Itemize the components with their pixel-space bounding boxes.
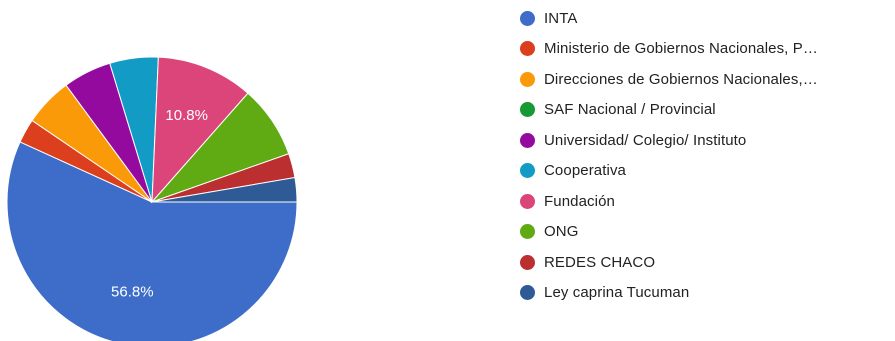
legend-label: ONG [544,223,579,241]
legend-swatch [520,193,535,209]
legend-item: SAF Nacional / Provincial [520,95,890,126]
legend-swatch [520,254,535,270]
legend-swatch [520,102,535,118]
legend-item: Ministerio de Gobiernos Nacionales, P… [520,34,890,65]
legend-label: Ley caprina Tucuman [544,284,690,302]
pie-chart: 56.8% 10.8% [6,56,298,341]
legend-label: Direcciones de Gobiernos Nacionales,… [544,70,818,88]
legend-swatch [520,224,535,240]
legend-swatch [520,132,535,148]
legend-label: Cooperativa [544,162,626,180]
legend-swatch [520,10,535,26]
pie-slice [6,141,298,341]
legend-label: INTA [544,9,578,27]
legend-item: Fundación [520,186,890,217]
pie-slice [151,176,298,203]
legend-item: Universidad/ Colegio/ Instituto [520,125,890,156]
legend-label: Ministerio de Gobiernos Nacionales, P… [544,40,818,58]
legend-item: Direcciones de Gobiernos Nacionales,… [520,64,890,95]
chart-legend: INTA Ministerio de Gobiernos Nacionales, … [520,3,890,308]
legend-item: INTA [520,3,890,34]
legend-item: Cooperativa [520,156,890,187]
legend-label: SAF Nacional / Provincial [544,101,716,119]
legend-label: Universidad/ Colegio/ Instituto [544,131,747,149]
slice-value-label: 10.8% [165,107,208,124]
legend-item: ONG [520,217,890,248]
pie-slice [151,56,249,204]
legend-swatch [520,285,535,301]
legend-item: Ley caprina Tucuman [520,278,890,309]
legend-item: REDES CHACO [520,247,890,278]
legend-swatch [520,41,535,57]
legend-swatch [520,71,535,87]
legend-label: REDES CHACO [544,253,656,271]
slice-value-label: 56.8% [111,284,154,301]
legend-label: Fundación [544,192,615,210]
legend-swatch [520,163,535,179]
